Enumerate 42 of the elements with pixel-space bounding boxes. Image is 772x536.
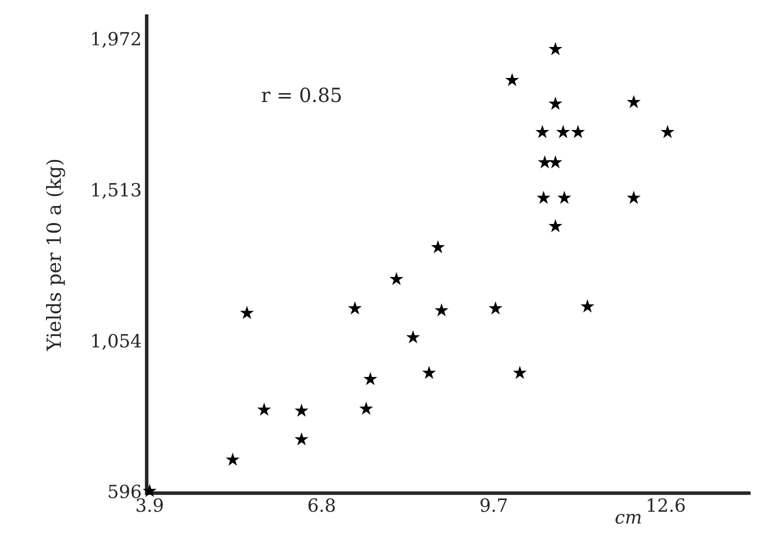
point <box>422 366 436 379</box>
x-axis-title: cm <box>616 514 641 524</box>
y-tick-label: 1,054 <box>92 334 141 350</box>
point <box>535 124 550 138</box>
point <box>294 404 308 417</box>
point <box>390 272 404 286</box>
point <box>536 190 550 204</box>
point <box>240 306 254 320</box>
point <box>431 240 445 254</box>
point <box>626 190 641 204</box>
point <box>571 124 585 138</box>
point <box>363 372 378 386</box>
x-tick-label: 3.9 <box>136 498 163 512</box>
point <box>548 155 562 168</box>
point <box>505 72 520 86</box>
y-axis-title: Yields per 10 a (kg) <box>46 160 66 352</box>
y-tick-label: 1,513 <box>92 182 140 199</box>
point <box>512 366 527 379</box>
point <box>142 484 157 498</box>
point <box>556 124 570 138</box>
point <box>226 452 240 466</box>
point <box>488 301 502 314</box>
point <box>406 330 420 344</box>
x-tick-label: 9.7 <box>480 498 507 512</box>
point <box>626 94 641 108</box>
point <box>434 303 448 316</box>
point <box>548 219 562 232</box>
point <box>548 96 562 110</box>
x-tick-label: 12.6 <box>648 498 685 512</box>
y-tick-label: 1,972 <box>92 32 140 48</box>
y-tick-label: 596 <box>108 484 141 498</box>
point <box>257 402 272 416</box>
point <box>348 301 362 314</box>
point <box>548 42 562 56</box>
point <box>359 402 374 415</box>
point <box>294 432 308 446</box>
point <box>660 124 674 138</box>
annotation: r = 0.85 <box>262 88 341 102</box>
point <box>580 299 594 312</box>
point <box>538 155 552 168</box>
x-tick-label: 6.8 <box>308 498 335 512</box>
point <box>557 190 572 204</box>
